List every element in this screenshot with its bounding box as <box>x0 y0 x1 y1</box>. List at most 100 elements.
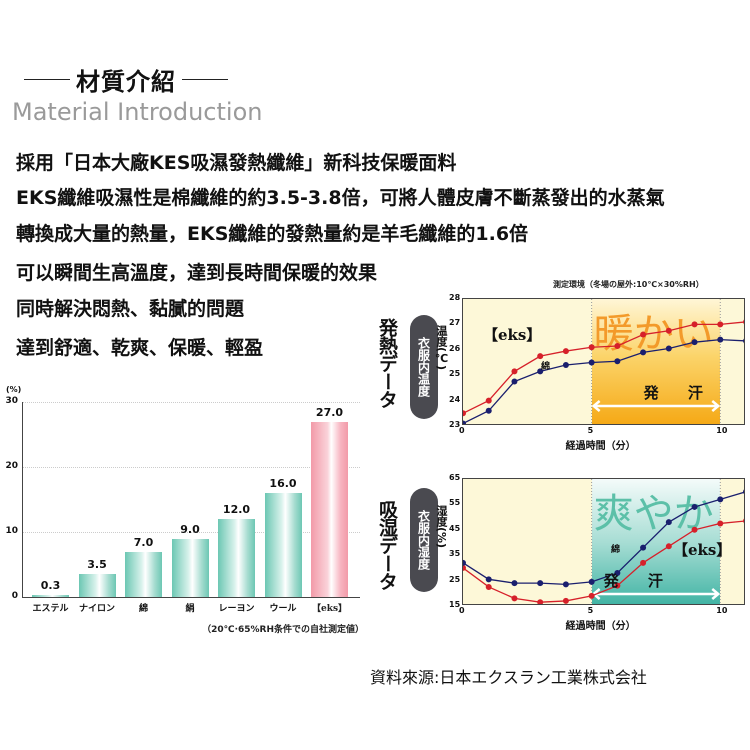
plot-area: 暖かい発 汗 【eks】綿 <box>462 298 745 425</box>
data-point <box>614 582 621 589</box>
y-axis-unit: (%) <box>6 385 22 394</box>
sweat-arrow-icon <box>591 400 721 412</box>
gridline <box>23 402 360 403</box>
bar <box>218 519 255 597</box>
sweat-period-band <box>591 479 721 604</box>
humidity-line-chart: 爽やか発 汗【eks】綿 15 25 35 45 55 65 0 5 10 経過時間（分） <box>440 470 750 640</box>
data-point <box>511 378 518 385</box>
bar-category-label: ウール <box>269 604 297 614</box>
y-tick: 35 <box>449 549 461 559</box>
title-rule-left <box>24 78 70 81</box>
bar-category-label: ナイロン <box>78 604 115 614</box>
data-point <box>588 578 595 585</box>
sweat-label: 発 汗 <box>643 384 715 402</box>
y-tick: 23 <box>449 420 461 429</box>
data-point <box>743 319 744 325</box>
y-tick: 10 <box>5 526 18 536</box>
bar-category-label: 【eks】 <box>311 604 348 614</box>
data-point <box>691 321 698 328</box>
x-tick: 10 <box>716 606 728 615</box>
clothing-temp-pill: 衣服内温度 <box>410 315 438 419</box>
eks-series-label: 【eks】 <box>483 326 542 344</box>
humidity-data-label: 吸湿データ <box>376 500 398 590</box>
clothing-humidity-pill: 衣服内湿度 <box>410 488 438 592</box>
desc-line-5: 同時解決悶熱、黏膩的問題 <box>16 298 245 320</box>
gridline <box>23 532 360 533</box>
eks-series-label: 【eks】 <box>673 541 732 559</box>
heat-data-label: 発熱データ <box>376 318 398 408</box>
data-point <box>717 336 724 343</box>
data-point <box>562 348 569 355</box>
sweat-label: 発 汗 <box>603 572 675 590</box>
data-point <box>743 338 744 344</box>
data-point <box>717 321 724 328</box>
bar <box>264 493 302 597</box>
desc-line-4: 可以瞬間生高溫度，達到長時間保暖的效果 <box>16 262 378 284</box>
x-tick: 10 <box>716 426 728 435</box>
temp-axis-label: 温度(℃) <box>435 325 448 371</box>
bar <box>78 574 116 597</box>
title-rule-right <box>182 78 228 81</box>
data-point <box>511 580 518 587</box>
y-tick: 24 <box>449 394 461 404</box>
data-source: 資料來源:日本エクスラン工業株式会社 <box>370 668 647 687</box>
y-tick: 15 <box>449 600 461 609</box>
y-tick: 27 <box>449 318 461 328</box>
bar-value-label: 12.0 <box>222 503 251 516</box>
data-point <box>743 518 744 524</box>
plot-area: 爽やか発 汗【eks】綿 <box>462 478 745 605</box>
data-point <box>614 569 621 576</box>
bar-value-label: 0.3 <box>40 579 61 593</box>
bar-category-label: エステル <box>32 604 69 614</box>
page-subtitle: Material Introduction <box>12 98 263 126</box>
data-point <box>511 595 518 602</box>
data-point <box>665 345 672 352</box>
data-point <box>511 368 518 375</box>
bar-category-label: 絹 <box>185 604 195 614</box>
humidity-axis-label: 湿度(%) <box>435 505 448 549</box>
data-point <box>562 362 569 369</box>
measurement-environment: 測定環境（冬場の屋外:10℃×30%RH） <box>553 280 704 289</box>
data-point <box>691 526 698 533</box>
highlight-word: 暖かい <box>593 311 714 357</box>
x-tick: 0 <box>459 426 465 435</box>
data-point <box>691 503 698 510</box>
y-tick: 65 <box>449 473 461 482</box>
bar <box>171 538 209 597</box>
y-tick: 55 <box>449 498 461 508</box>
data-point <box>537 599 544 604</box>
data-point <box>717 496 724 503</box>
x-axis <box>22 597 360 598</box>
data-point <box>588 359 595 366</box>
cotton-series-label: 綿 <box>611 545 621 555</box>
desc-line-2: EKS纖維吸濕性是棉纖維的約3.5-3.8倍，可將人體皮膚不斷蒸發出的水蒸氣 <box>16 187 665 209</box>
x-tick: 5 <box>587 606 594 615</box>
y-tick: 0 <box>11 591 18 601</box>
data-point <box>463 559 466 566</box>
page-title: 材質介紹 <box>76 68 176 96</box>
section-title: 材質介紹 <box>24 62 228 97</box>
data-point <box>485 583 492 590</box>
bar-category-label: レーヨン <box>218 604 255 614</box>
data-point <box>485 397 492 404</box>
desc-line-6: 達到舒適、乾爽、保暖、輕盈 <box>16 337 264 359</box>
x-axis-label: 経過時間（分） <box>565 621 636 632</box>
data-point <box>463 564 466 571</box>
y-tick: 26 <box>449 343 461 353</box>
data-point <box>562 581 569 588</box>
cotton-series-line <box>463 338 744 424</box>
y-tick: 20 <box>5 461 18 471</box>
moisture-absorption-bar-chart: (%) （20℃·65%RH条件での自社測定値） 0 10 20 30 0.3 エステル 3… <box>0 385 370 640</box>
bar <box>32 595 69 597</box>
x-tick: 5 <box>587 426 594 435</box>
bar-value-label: 7.0 <box>133 535 154 549</box>
desc-line-1: 採用「日本大廠KES吸濕發熱纖維」新科技保暖面料 <box>16 152 457 174</box>
data-point <box>640 559 647 566</box>
bar-category-label: 綿 <box>138 604 148 614</box>
eks-series-line <box>463 321 744 414</box>
data-point <box>588 592 595 599</box>
data-point <box>665 543 672 550</box>
data-point <box>537 580 544 587</box>
data-point <box>463 410 466 417</box>
bar-value-label: 27.0 <box>315 405 344 419</box>
